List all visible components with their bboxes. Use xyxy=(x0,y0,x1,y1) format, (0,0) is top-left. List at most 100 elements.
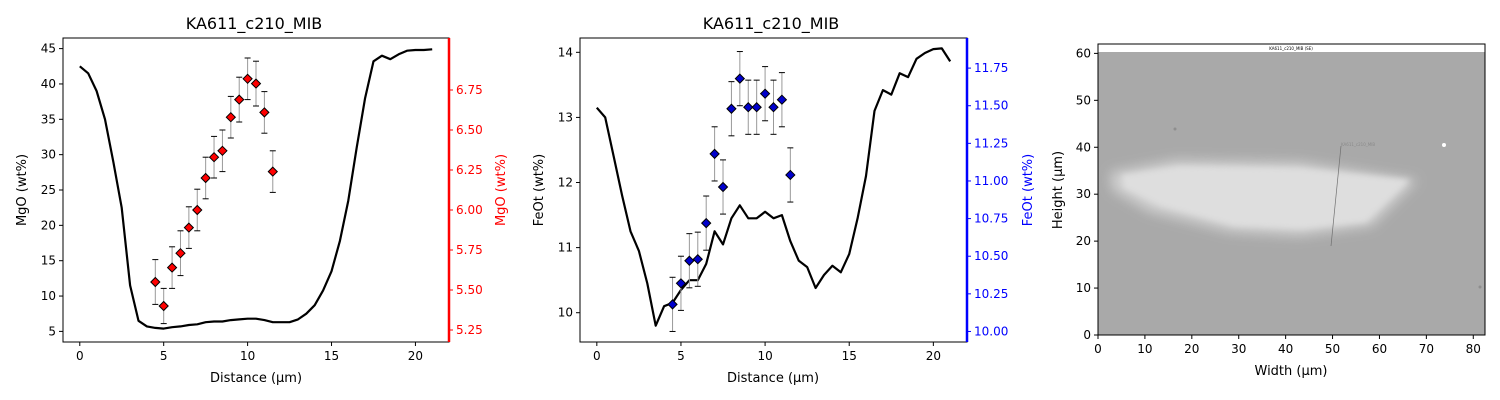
mgo-data-point xyxy=(158,300,169,312)
sem-image: KA611_c210_MIB (SE) KA611_c210_MIB xyxy=(1098,44,1485,335)
image-y-tick-label: 0 xyxy=(1083,328,1091,342)
image-y-tick-label: 30 xyxy=(1076,187,1091,201)
feot-x-axis-label: Distance (µm) xyxy=(727,371,819,386)
feot-data-point xyxy=(785,169,796,181)
image-y-tick-label: 50 xyxy=(1076,93,1091,107)
image-y-axis-label: Height (µm) xyxy=(1051,151,1066,229)
feot-data-point xyxy=(743,102,754,113)
image-x-tick-label: 20 xyxy=(1184,342,1199,356)
feot-data-point xyxy=(776,94,788,105)
mgo-x-tick-label: 20 xyxy=(408,349,423,363)
mgo-y-tick-label: 35 xyxy=(41,112,56,126)
profile-line xyxy=(1330,145,1342,247)
mgo-y-tick-label: 20 xyxy=(41,218,56,232)
image-x-tick-label: 0 xyxy=(1094,342,1102,356)
mgo-x-tick-label: 10 xyxy=(240,349,255,363)
mgo-profile-line xyxy=(79,48,433,330)
mgo-data-point xyxy=(208,151,220,163)
mgo-y2-axis-label: MgO (wt%) xyxy=(494,154,509,226)
feot-data-point xyxy=(726,103,737,114)
profile-label: KA611_c210_MIB xyxy=(1341,142,1375,147)
mgo-y2-tick-label: 6.00 xyxy=(456,203,483,217)
feot-data-point xyxy=(684,255,695,266)
feot-x-tick-label: 0 xyxy=(593,349,601,363)
sem-bright-spot xyxy=(1442,143,1446,147)
image-x-tick-label: 40 xyxy=(1278,342,1293,356)
mgo-data-point xyxy=(234,94,245,105)
mgo-y-tick-label: 40 xyxy=(41,77,56,91)
mgo-x-axis-label: Distance (µm) xyxy=(210,371,302,386)
feot-profile-line xyxy=(595,47,952,327)
feot-y2-tick-label: 11.50 xyxy=(974,99,1008,113)
feot-y2-tick-label: 11.25 xyxy=(974,136,1008,150)
mgo-y2-tick-label: 5.50 xyxy=(456,283,483,297)
feot-y-tick-label: 12 xyxy=(558,176,573,190)
feot-y2-tick-label: 11.75 xyxy=(974,61,1008,75)
mgo-x-tick-label: 15 xyxy=(324,349,339,363)
mgo-y-tick-label: 5 xyxy=(48,324,56,338)
image-y-tick-label: 40 xyxy=(1076,140,1091,154)
mgo-data-point xyxy=(225,111,237,123)
sem-image-frame xyxy=(1097,43,1486,336)
mgo-data-point xyxy=(250,78,262,89)
mgo-y2-tick-label: 6.50 xyxy=(456,123,483,137)
feot-data-point xyxy=(675,278,687,289)
mgo-y2-tick-label: 6.25 xyxy=(456,163,483,177)
image-y-tick-label: 60 xyxy=(1076,46,1091,60)
feot-y2-axis-label: FeOt (wt%) xyxy=(1021,154,1036,226)
feot-y-axis-label: FeOt (wt%) xyxy=(532,154,547,226)
sem-dark-speck xyxy=(1173,127,1177,131)
image-y-tick-label: 20 xyxy=(1076,234,1091,248)
sem-dark-speck xyxy=(1478,285,1482,289)
feot-y2-tick-label: 11.00 xyxy=(974,174,1008,188)
feot-x-tick-label: 15 xyxy=(842,349,857,363)
feot-data-point xyxy=(768,102,779,113)
feot-data-point xyxy=(751,102,762,113)
image-x-tick-label: 60 xyxy=(1372,342,1387,356)
feot-y-tick-label: 13 xyxy=(558,110,573,124)
mgo-y2-tick-label: 5.25 xyxy=(456,323,483,337)
feot-y-tick-label: 11 xyxy=(558,241,573,255)
feot-y2-tick-label: 10.25 xyxy=(974,287,1008,301)
feot-y2-tick-label: 10.50 xyxy=(974,249,1008,263)
image-y-tick-label: 10 xyxy=(1076,281,1091,295)
feot-data-point xyxy=(709,148,720,160)
sem-caption-strip xyxy=(1098,44,1485,52)
feot-y2-tick-label: 10.00 xyxy=(974,324,1008,338)
image-x-tick-label: 80 xyxy=(1466,342,1481,356)
feot-y-tick-label: 10 xyxy=(558,306,573,320)
mgo-y-tick-label: 30 xyxy=(41,148,56,162)
mgo-data-point xyxy=(242,73,253,85)
mgo-y-tick-label: 45 xyxy=(41,42,56,56)
mgo-data-point xyxy=(175,247,186,259)
feot-x-tick-label: 5 xyxy=(677,349,685,363)
mgo-data-point xyxy=(150,276,161,288)
melt-inclusion xyxy=(1122,166,1410,229)
image-x-tick-label: 50 xyxy=(1325,342,1340,356)
mgo-y2-tick-label: 5.75 xyxy=(456,243,483,257)
mgo-x-tick-label: 0 xyxy=(76,349,84,363)
image-x-tick-label: 70 xyxy=(1419,342,1434,356)
mgo-y-tick-label: 10 xyxy=(41,289,56,303)
mgo-chart-title: KA611_c210_MIB xyxy=(186,14,323,34)
feot-data-point xyxy=(700,217,712,229)
feot-x-tick-label: 20 xyxy=(926,349,941,363)
feot-data-point xyxy=(667,299,678,310)
feot-chart: KA611_c210_MIB 0 5 10 15 20 10 11 12 13 14 10.00… xyxy=(532,14,1036,386)
feot-data-point xyxy=(734,73,746,84)
mgo-y2-tick-label: 6.75 xyxy=(456,83,483,97)
image-x-tick-label: 30 xyxy=(1231,342,1246,356)
mgo-data-point xyxy=(259,107,270,118)
mgo-chart: KA611_c210_MIB 0 5 10 15 20 5 10 15 20 25 30 35 40 4… xyxy=(15,14,509,386)
mgo-data-point xyxy=(217,145,228,157)
mgo-data-point xyxy=(183,222,195,233)
mgo-y-axis-label: MgO (wt%) xyxy=(15,154,30,226)
mgo-x-tick-label: 5 xyxy=(160,349,168,363)
mgo-y-tick-label: 15 xyxy=(41,254,56,268)
sem-image-panel: KA611_c210_MIB (SE) KA611_c210_MIB 0 10 20… xyxy=(1051,43,1486,379)
mgo-data-point xyxy=(192,204,203,216)
feot-y-tick-label: 14 xyxy=(558,45,573,59)
mgo-data-point xyxy=(200,172,211,184)
mgo-y-tick-label: 25 xyxy=(41,183,56,197)
